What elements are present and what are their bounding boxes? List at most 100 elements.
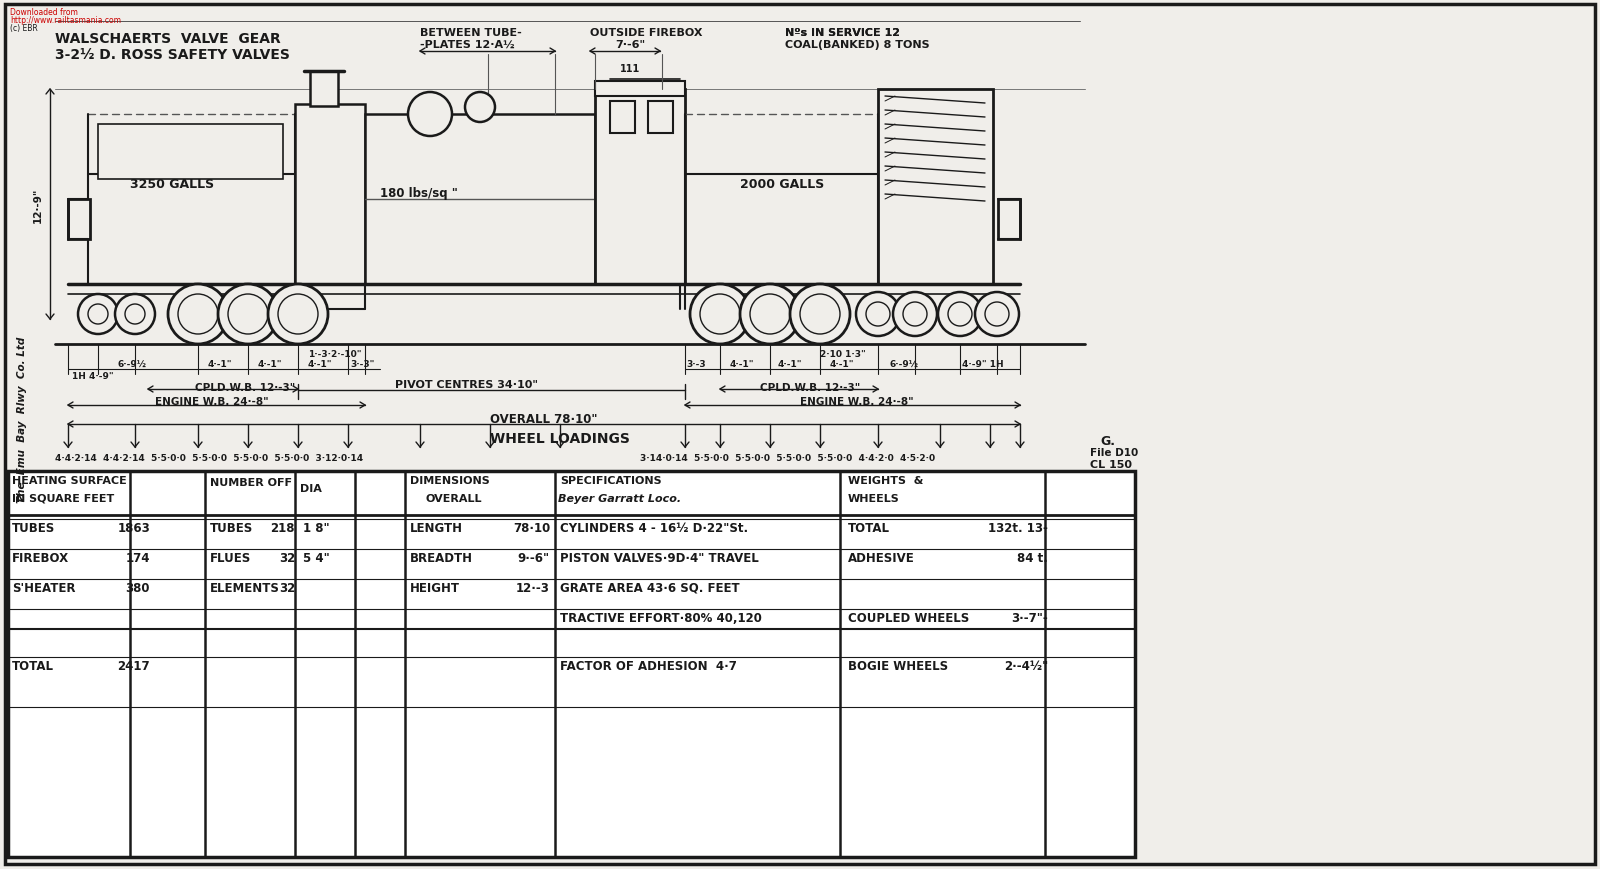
Text: 380: 380 <box>125 581 150 594</box>
Bar <box>294 105 365 285</box>
Text: 84 t.: 84 t. <box>1018 551 1048 564</box>
Text: Nºs IN SERVICE 12: Nºs IN SERVICE 12 <box>786 28 899 38</box>
Text: CL 150: CL 150 <box>1090 460 1133 469</box>
Text: 32: 32 <box>278 581 294 594</box>
Circle shape <box>690 285 750 345</box>
Bar <box>610 102 635 134</box>
Circle shape <box>408 93 453 136</box>
Bar <box>98 125 283 180</box>
Text: ENGINE W.B. 24·-8": ENGINE W.B. 24·-8" <box>155 396 269 407</box>
Circle shape <box>790 285 850 345</box>
Text: 6·-9½: 6·-9½ <box>890 360 918 368</box>
Text: OVERALL: OVERALL <box>426 494 482 503</box>
Circle shape <box>78 295 118 335</box>
Text: 180 lbs/sq ": 180 lbs/sq " <box>381 186 458 199</box>
Circle shape <box>218 285 278 345</box>
Text: HEIGHT: HEIGHT <box>410 581 461 594</box>
Text: WHEEL LOADINGS: WHEEL LOADINGS <box>490 432 630 446</box>
Text: 3·-3: 3·-3 <box>686 360 706 368</box>
Text: 1H 4·-9": 1H 4·-9" <box>72 372 114 381</box>
Circle shape <box>229 295 269 335</box>
Text: BOGIE WHEELS: BOGIE WHEELS <box>848 660 949 673</box>
Text: 1·-3·2·-10": 1·-3·2·-10" <box>307 349 362 359</box>
Circle shape <box>178 295 218 335</box>
Text: TRACTIVE EFFORT·80% 40,120: TRACTIVE EFFORT·80% 40,120 <box>560 611 762 624</box>
Text: COUPLED WHEELS: COUPLED WHEELS <box>848 611 970 624</box>
Circle shape <box>856 293 899 336</box>
Text: 4·-1": 4·-1" <box>307 360 333 368</box>
Text: 2·10 1·3": 2·10 1·3" <box>819 349 866 359</box>
Text: 4·4·2·14  4·4·2·14  5·5·0·0  5·5·0·0  5·5·0·0  5·5·0·0  3·12·0·14: 4·4·2·14 4·4·2·14 5·5·0·0 5·5·0·0 5·5·0·… <box>54 454 363 462</box>
Text: DIMENSIONS: DIMENSIONS <box>410 475 490 486</box>
Circle shape <box>947 302 973 327</box>
Circle shape <box>88 305 109 325</box>
Text: COAL(BANKED) 8 TONS: COAL(BANKED) 8 TONS <box>786 40 930 50</box>
Text: 9·-6": 9·-6" <box>518 551 550 564</box>
Text: TOTAL: TOTAL <box>13 660 54 673</box>
Text: TOTAL: TOTAL <box>848 521 890 534</box>
Text: TUBES: TUBES <box>210 521 253 534</box>
Text: File D10: File D10 <box>1090 448 1138 457</box>
Bar <box>878 90 994 285</box>
Circle shape <box>115 295 155 335</box>
Text: FIREBOX: FIREBOX <box>13 551 69 564</box>
Text: TUBES: TUBES <box>13 521 56 534</box>
Circle shape <box>466 93 494 123</box>
Text: 4·-1": 4·-1" <box>778 360 803 368</box>
Circle shape <box>902 302 926 327</box>
Text: 4·-1": 4·-1" <box>258 360 283 368</box>
Circle shape <box>974 293 1019 336</box>
Text: Nºs IN SERVICE 12: Nºs IN SERVICE 12 <box>786 28 899 38</box>
Bar <box>67 200 90 240</box>
Text: 111: 111 <box>621 64 640 74</box>
Text: 3·14·0·14  5·5·0·0  5·5·0·0  5·5·0·0  5·5·0·0  4·4·2·0  4·5·2·0: 3·14·0·14 5·5·0·0 5·5·0·0 5·5·0·0 5·5·0·… <box>640 454 934 462</box>
Text: CPLD.W.B. 12·-3": CPLD.W.B. 12·-3" <box>195 382 296 393</box>
Text: 1 8": 1 8" <box>302 521 330 534</box>
Text: DIA: DIA <box>301 483 322 494</box>
Bar <box>310 72 338 107</box>
Text: 2000 GALLS: 2000 GALLS <box>739 178 824 191</box>
Text: 4·-9" 1H: 4·-9" 1H <box>962 360 1003 368</box>
Text: 4·-1": 4·-1" <box>830 360 854 368</box>
Text: NUMBER OFF: NUMBER OFF <box>210 477 291 488</box>
Text: The  Emu  Bay  Rlwy  Co. Ltd: The Emu Bay Rlwy Co. Ltd <box>18 336 27 502</box>
Text: WHEELS: WHEELS <box>848 494 899 503</box>
Text: ELEMENTS: ELEMENTS <box>210 581 280 594</box>
Bar <box>365 115 595 285</box>
Text: 4·-1": 4·-1" <box>730 360 755 368</box>
Circle shape <box>986 302 1010 327</box>
Text: S'HEATER: S'HEATER <box>13 581 75 594</box>
Text: 12·-3: 12·-3 <box>517 581 550 594</box>
Circle shape <box>125 305 146 325</box>
Circle shape <box>866 302 890 327</box>
Circle shape <box>701 295 739 335</box>
Text: OUTSIDE FIREBOX: OUTSIDE FIREBOX <box>590 28 702 38</box>
Text: G.: G. <box>1101 434 1115 448</box>
Circle shape <box>168 285 229 345</box>
Text: CYLINDERS 4 - 16½ D·22"St.: CYLINDERS 4 - 16½ D·22"St. <box>560 521 749 534</box>
Text: 3·-3": 3·-3" <box>350 360 374 368</box>
Text: PISTON VALVES·9D·4" TRAVEL: PISTON VALVES·9D·4" TRAVEL <box>560 551 758 564</box>
Text: IN SQUARE FEET: IN SQUARE FEET <box>13 494 114 503</box>
Text: PIVOT CENTRES 34·10": PIVOT CENTRES 34·10" <box>395 380 538 389</box>
Circle shape <box>800 295 840 335</box>
Text: 3-2½ D. ROSS SAFETY VALVES: 3-2½ D. ROSS SAFETY VALVES <box>54 48 290 62</box>
Text: CPLD.W.B. 12·-3": CPLD.W.B. 12·-3" <box>760 382 861 393</box>
Text: SPECIFICATIONS: SPECIFICATIONS <box>560 475 662 486</box>
Text: HEATING SURFACE: HEATING SURFACE <box>13 475 126 486</box>
Text: 78·10: 78·10 <box>512 521 550 534</box>
Circle shape <box>750 295 790 335</box>
Text: 2417: 2417 <box>117 660 150 673</box>
Bar <box>648 102 674 134</box>
Bar <box>8 472 1134 857</box>
Text: 2·-4½": 2·-4½" <box>1003 660 1048 673</box>
Text: 32: 32 <box>278 551 294 564</box>
Bar <box>595 90 685 285</box>
Text: 7·-6": 7·-6" <box>614 40 645 50</box>
Circle shape <box>269 285 328 345</box>
Text: 3·-7"-: 3·-7"- <box>1011 611 1048 624</box>
Text: LENGTH: LENGTH <box>410 521 462 534</box>
Text: 1863: 1863 <box>117 521 150 534</box>
Text: -PLATES 12·A½: -PLATES 12·A½ <box>419 40 515 50</box>
Text: http://www.railtasmania.com: http://www.railtasmania.com <box>10 16 122 25</box>
